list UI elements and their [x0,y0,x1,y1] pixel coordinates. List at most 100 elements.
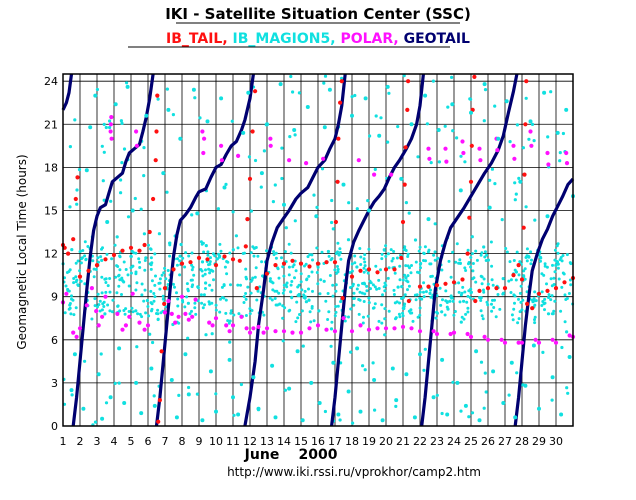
band-point [231,210,235,214]
band-point [500,218,504,222]
band-point [513,181,517,185]
band-point [78,250,82,254]
data-point [455,380,460,385]
band-point [519,284,523,288]
x-tick-label-29: 29 [532,435,546,448]
band-point [547,296,550,299]
band-point [466,248,470,252]
band-point [219,297,222,301]
band-point [252,254,256,258]
data-point [366,327,372,332]
band-point [84,258,88,262]
band-point [414,260,418,264]
data-point [236,153,241,158]
data-point [474,349,479,354]
band-point [120,121,124,125]
band-point [469,287,473,291]
band-point [566,391,570,395]
band-point [452,313,456,317]
band-point [410,264,413,267]
band-point [102,305,106,308]
band-point [438,286,442,290]
band-point [71,298,75,302]
data-point [477,288,482,293]
band-point [272,250,276,254]
band-point [232,313,236,317]
band-point [466,310,470,314]
band-point [403,245,407,249]
band-point [193,301,197,305]
band-point [148,332,152,336]
band-point [188,312,192,316]
band-point [229,283,232,287]
band-point [400,285,404,289]
band-point [479,299,483,302]
band-point [550,294,554,298]
band-point [458,300,462,304]
band-point [374,264,378,268]
band-point [113,243,117,247]
data-point [251,375,256,380]
band-point [185,282,189,286]
data-point [487,205,492,210]
band-point [192,273,196,277]
band-point [281,265,285,269]
band-point [102,300,106,304]
y-tick-label-9: 9 [51,291,58,304]
band-point [485,253,489,257]
band-point [360,291,364,295]
band-point [122,280,126,284]
band-point [247,155,251,159]
data-point [287,386,292,391]
band-point [352,291,356,295]
band-point [194,312,198,316]
band-point [555,260,559,263]
band-point [301,344,305,348]
band-point [375,287,379,291]
data-point [400,324,406,329]
band-point [394,404,398,408]
data-point [247,330,253,335]
band-point [444,289,448,293]
band-point [75,188,79,192]
data-point [434,283,440,288]
band-point [484,390,488,394]
band-point [358,298,362,302]
band-point [379,116,383,120]
data-point [380,418,385,423]
data-point [333,219,338,225]
band-point [386,140,390,144]
band-point [241,252,245,255]
band-point [105,252,109,256]
line-segment [61,73,74,111]
band-point [157,281,161,285]
data-point [440,357,445,362]
band-point [246,285,250,289]
band-point [291,90,295,94]
band-point [418,306,422,310]
band-point [509,278,513,282]
band-point [337,253,341,257]
band-point [436,256,440,260]
band-point [83,282,87,286]
band-point [244,314,248,317]
band-point [518,291,522,295]
band-point [270,298,274,302]
band-point [134,288,138,292]
band-point [176,297,180,301]
band-point [515,250,519,254]
band-point [330,320,334,324]
band-point [256,289,260,293]
band-point [110,257,114,261]
data-point [139,411,144,416]
band-point [362,266,366,270]
band-point [382,285,386,289]
band-point [353,254,357,258]
band-point [79,261,83,265]
data-point [450,102,455,107]
band-point [391,257,395,260]
band-point [251,276,255,280]
data-point [254,286,259,291]
band-point [77,168,82,172]
band-point [204,281,208,285]
